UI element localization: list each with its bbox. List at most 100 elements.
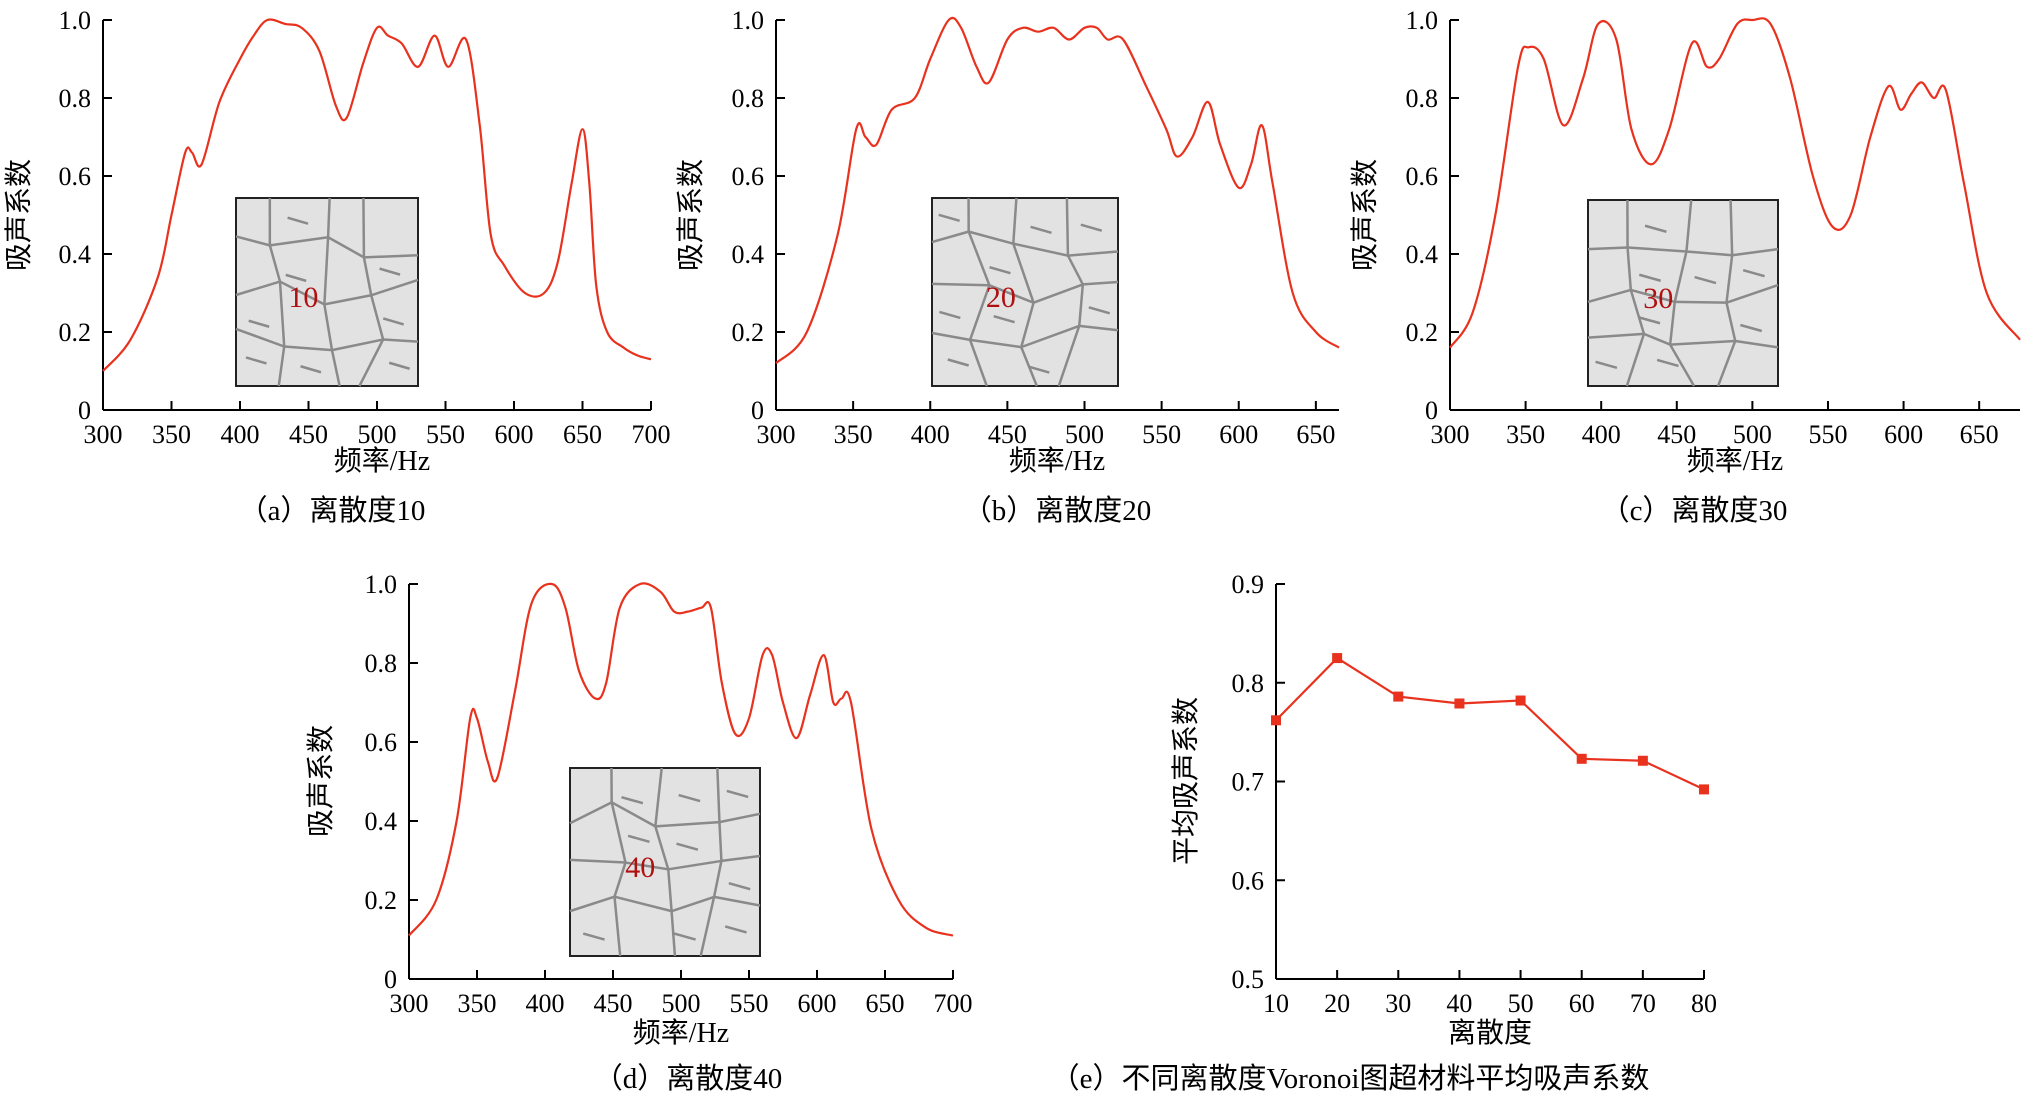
voronoi-edge: [569, 801, 613, 825]
series-line: [102, 18, 652, 372]
x-tick-label: 650: [1296, 420, 1335, 449]
voronoi-edge: [719, 812, 761, 824]
inset-label: 40: [625, 851, 655, 884]
y-axis-label: 平均吸声系数: [1170, 697, 1202, 865]
voronoi-edge: [1629, 289, 1646, 335]
voronoi-edge: [1669, 343, 1696, 387]
x-tick-label: 350: [1506, 420, 1545, 449]
voronoi-edge: [931, 230, 970, 244]
y-tick-label: 0.8: [59, 84, 92, 113]
voronoi-edge: [989, 265, 1011, 275]
voronoi-edge: [673, 932, 696, 941]
x-tick-label: 700: [934, 989, 973, 1018]
voronoi-edge: [1030, 225, 1052, 235]
voronoi-edge: [1729, 199, 1734, 256]
x-tick-label: 300: [84, 420, 123, 449]
voronoi-edge: [1078, 284, 1085, 327]
x-tick-label: 550: [1142, 420, 1181, 449]
x-tick-label: 450: [594, 989, 633, 1018]
voronoi-edge: [1668, 301, 1676, 345]
y-axis-label: 吸声系数: [305, 725, 337, 837]
panel-a: 300 350 400 450 500 550 600 650 700 0 0.2 0.4 0.6 0.8…: [3, 6, 671, 527]
y-tick-label: 0.6: [365, 728, 398, 757]
voronoi-edge: [1082, 280, 1119, 286]
voronoi-edge: [654, 826, 670, 870]
x-tick-label: 50: [1508, 989, 1534, 1018]
voronoi-edge: [269, 236, 329, 247]
voronoi-edge: [235, 235, 271, 247]
voronoi-edge: [1066, 255, 1084, 285]
voronoi-edge: [1012, 197, 1018, 244]
voronoi-edge: [625, 861, 669, 871]
voronoi-edge: [678, 793, 701, 803]
y-tick-label: 0.4: [365, 807, 398, 836]
x-tick-label: 300: [1431, 420, 1470, 449]
voronoi-edge: [939, 310, 961, 320]
voronoi-edge: [287, 216, 309, 225]
voronoi-edge: [388, 361, 411, 370]
x-tick-label: 500: [662, 989, 701, 1018]
x-tick-label: 20: [1324, 989, 1350, 1018]
x-tick-label: 600: [1884, 420, 1923, 449]
x-tick-label: 400: [1582, 420, 1621, 449]
voronoi-edge: [363, 254, 419, 259]
voronoi-edge: [938, 213, 960, 223]
voronoi-edge: [330, 349, 341, 387]
voronoi-edge: [1080, 223, 1103, 232]
voronoi-edge: [362, 257, 373, 296]
x-tick-label: 350: [458, 989, 497, 1018]
voronoi-edge: [1057, 325, 1081, 387]
panel-caption: （d）离散度40: [594, 1062, 783, 1095]
voronoi-edge: [1731, 247, 1779, 257]
panel-caption: （e）不同离散度Voronoi图超材料平均吸声系数: [1051, 1062, 1650, 1095]
panel-caption: （b）离散度20: [963, 494, 1152, 527]
voronoi-edge: [327, 236, 365, 259]
voronoi-edge: [611, 801, 656, 828]
voronoi-edge: [1595, 360, 1618, 369]
x-tick-label: 600: [495, 420, 534, 449]
voronoi-edge: [323, 304, 334, 351]
voronoi-edge: [699, 896, 716, 957]
x-tick-label: 650: [1960, 420, 1999, 449]
voronoi-edge: [1740, 323, 1763, 333]
x-tick-label: 350: [152, 420, 191, 449]
panel-e: 10 20 30 40 50 60 70 80 0.5 0.6 0.7 0.8 0.9 离散度 平均吸声系数…: [1051, 570, 1717, 1095]
y-tick-label: 0.2: [1406, 318, 1439, 347]
voronoi-inset: 40: [569, 767, 761, 957]
voronoi-edge: [370, 278, 419, 297]
y-tick-label: 0.7: [1232, 768, 1265, 797]
voronoi-edge: [621, 795, 644, 805]
series-line: [775, 16, 1340, 365]
y-tick-label: 0.4: [732, 240, 765, 269]
x-axis-label: 频率/Hz: [633, 1017, 729, 1049]
voronoi-edge: [947, 358, 970, 367]
voronoi-edge: [1686, 250, 1733, 257]
y-tick-label: 1.0: [1406, 6, 1439, 35]
voronoi-edge: [1587, 246, 1628, 251]
voronoi-edge: [1067, 250, 1119, 257]
voronoi-edge: [1079, 324, 1119, 332]
y-tick-label: 0.6: [732, 162, 765, 191]
data-point: [1637, 755, 1648, 766]
x-axis-label: 频率/Hz: [1687, 445, 1783, 477]
data-point: [1699, 784, 1709, 795]
voronoi-edge: [1742, 268, 1765, 278]
voronoi-edge: [324, 294, 372, 306]
voronoi-edge: [1656, 358, 1679, 368]
voronoi-edge: [284, 345, 333, 352]
data-point: [1454, 698, 1465, 709]
x-tick-label: 300: [757, 420, 796, 449]
x-tick-label: 600: [1219, 420, 1258, 449]
voronoi-edge: [931, 282, 990, 287]
voronoi-edge: [582, 932, 605, 941]
data-point: [1393, 691, 1404, 702]
voronoi-edge: [1020, 324, 1080, 349]
voronoi-edge: [1726, 283, 1779, 304]
voronoi-inset: 10: [235, 197, 419, 387]
x-axis-label: 频率/Hz: [334, 445, 430, 477]
voronoi-edge: [1028, 365, 1050, 374]
voronoi-edge: [724, 925, 747, 934]
y-tick-label: 1.0: [732, 6, 765, 35]
y-tick-label: 0.6: [1406, 162, 1439, 191]
